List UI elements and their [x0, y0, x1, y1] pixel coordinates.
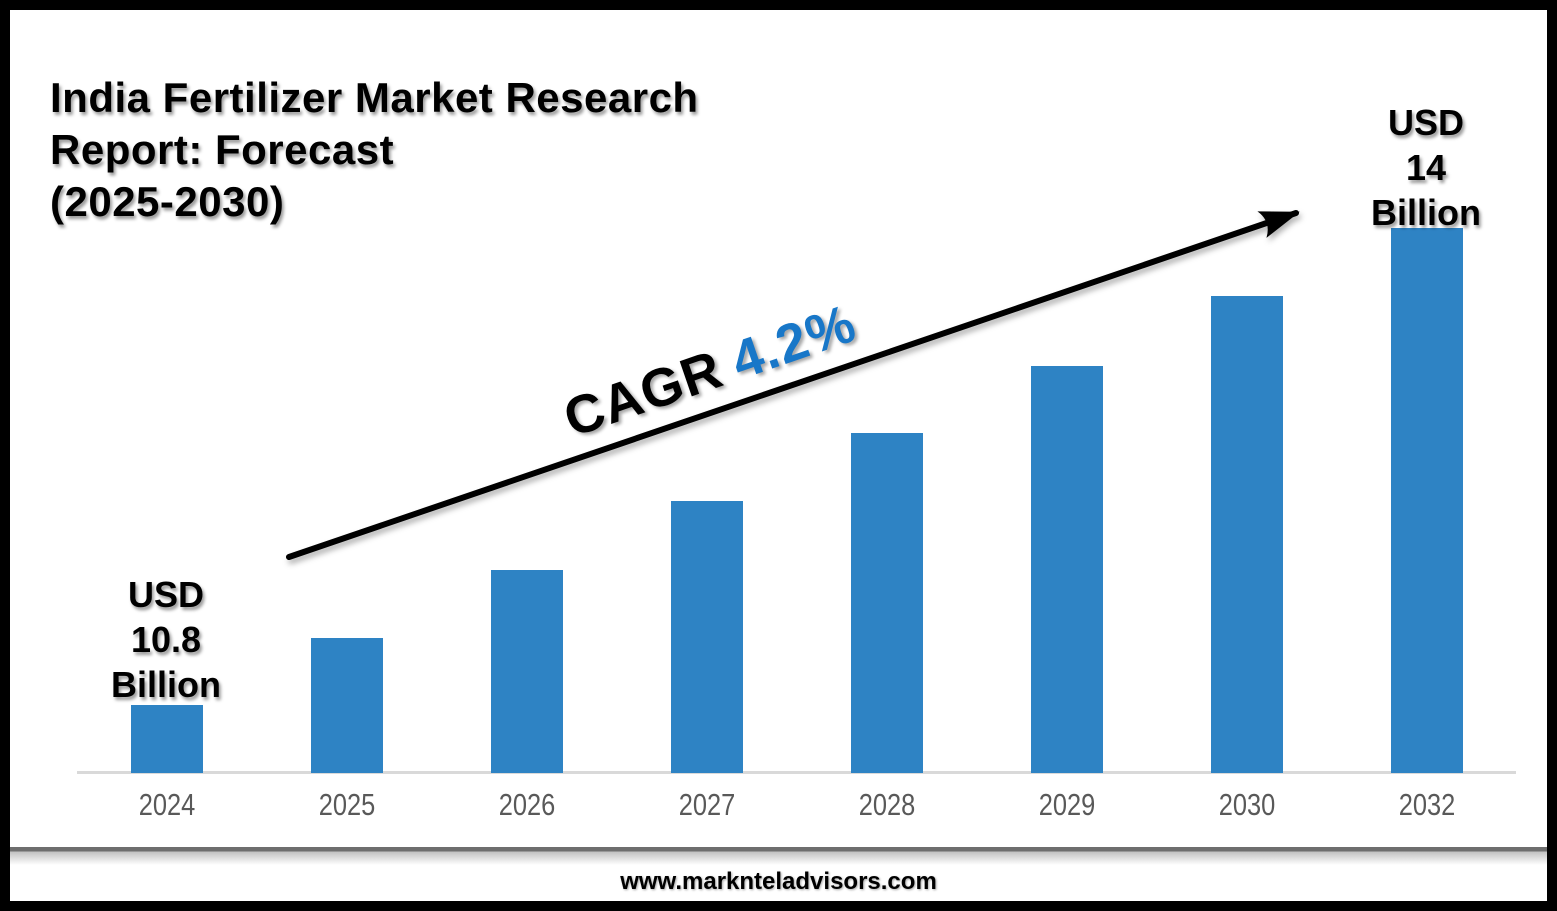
x-tick-2025: 2025 — [318, 787, 376, 822]
value-label-2032-currency: USD — [1387, 102, 1464, 143]
value-label-2024-currency: USD — [127, 574, 204, 615]
value-label-2032-unit: Billion — [1371, 192, 1481, 233]
x-tick-2024: 2024 — [138, 787, 196, 822]
x-tick-2026: 2026 — [498, 787, 556, 822]
bar-2024 — [131, 705, 203, 773]
footer-divider — [10, 847, 1547, 865]
chart-title-line-2: Report: Forecast — [50, 126, 395, 173]
value-label-2024: USD 10.8 Billion — [66, 572, 266, 707]
plot-area: 2024 2025 2026 2027 2028 2029 2030 2032 — [10, 10, 1547, 901]
x-tick-2028: 2028 — [858, 787, 916, 822]
bar-2032 — [1391, 228, 1463, 773]
x-tick-2027: 2027 — [678, 787, 736, 822]
x-axis-line — [77, 771, 1516, 774]
value-label-2032-amount: 14 — [1405, 147, 1447, 188]
value-label-2024-unit: Billion — [111, 664, 221, 705]
footer-website-url: www.marknteladvisors.com — [620, 868, 937, 895]
chart-title: India Fertilizer Market Research Report:… — [50, 72, 699, 228]
x-tick-2030: 2030 — [1218, 787, 1276, 822]
x-tick-2032: 2032 — [1398, 787, 1456, 822]
value-label-2032: USD 14 Billion — [1326, 100, 1526, 235]
bar-2026 — [491, 570, 563, 773]
value-label-2024-amount: 10.8 — [130, 619, 202, 660]
x-tick-2029: 2029 — [1038, 787, 1096, 822]
chart-title-line-1: India Fertilizer Market Research — [50, 74, 699, 121]
chart-title-line-3: (2025-2030) — [50, 178, 285, 225]
bar-2030 — [1211, 296, 1283, 773]
bar-2025 — [311, 638, 383, 773]
bar-2028 — [851, 433, 923, 773]
bar-2029 — [1031, 366, 1103, 773]
bar-2027 — [671, 501, 743, 773]
